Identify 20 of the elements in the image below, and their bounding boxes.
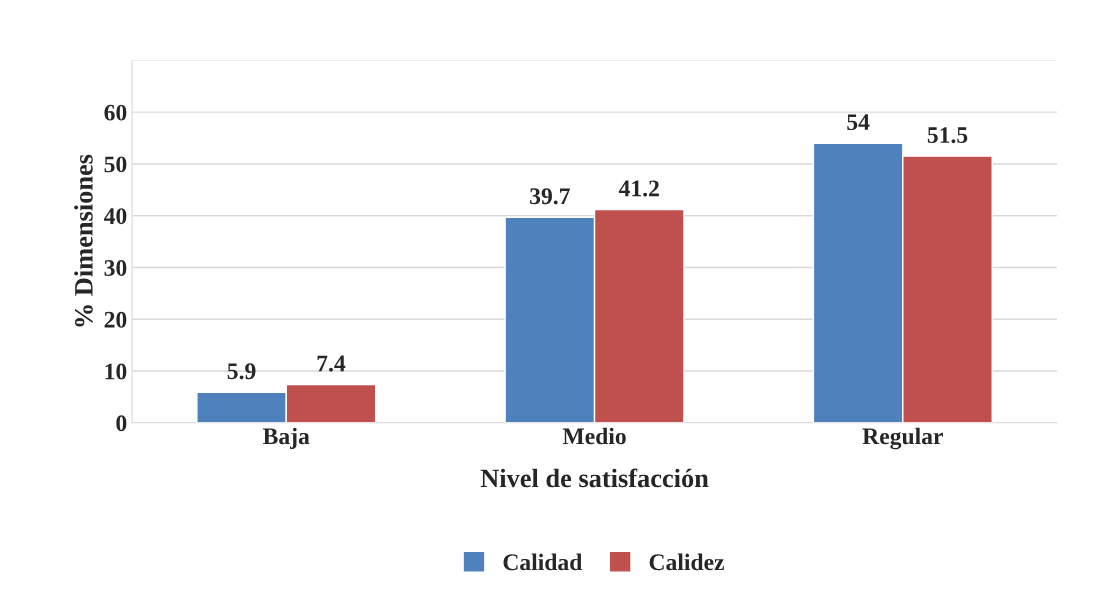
y-tick-label: 40: [103, 208, 127, 225]
data-label: 5.9: [227, 363, 256, 380]
data-label: 41.2: [618, 180, 659, 197]
y-tick-label: 10: [105, 363, 127, 380]
data-label: 39.7: [530, 188, 570, 205]
y-tick-label: 0: [116, 415, 127, 432]
y-tick-label: 20: [104, 311, 127, 328]
legend-label: Calidez: [649, 553, 725, 571]
x-tick-label: Regular: [862, 427, 943, 450]
y-tick-label: 50: [104, 156, 127, 173]
y-tick-label: 60: [104, 104, 127, 121]
y-axis-title: % Dimensiones: [74, 154, 93, 327]
x-axis-title: Nivel de satisfacción: [480, 468, 709, 488]
x-tick-label: Medio: [562, 427, 626, 445]
data-label: 7.4: [317, 355, 346, 372]
x-tick-label: Baja: [263, 427, 310, 450]
data-label: 51.5: [927, 127, 968, 144]
legend-label: Calidad: [503, 553, 583, 571]
data-label: 54: [847, 114, 870, 131]
y-tick-label: 30: [104, 259, 127, 276]
